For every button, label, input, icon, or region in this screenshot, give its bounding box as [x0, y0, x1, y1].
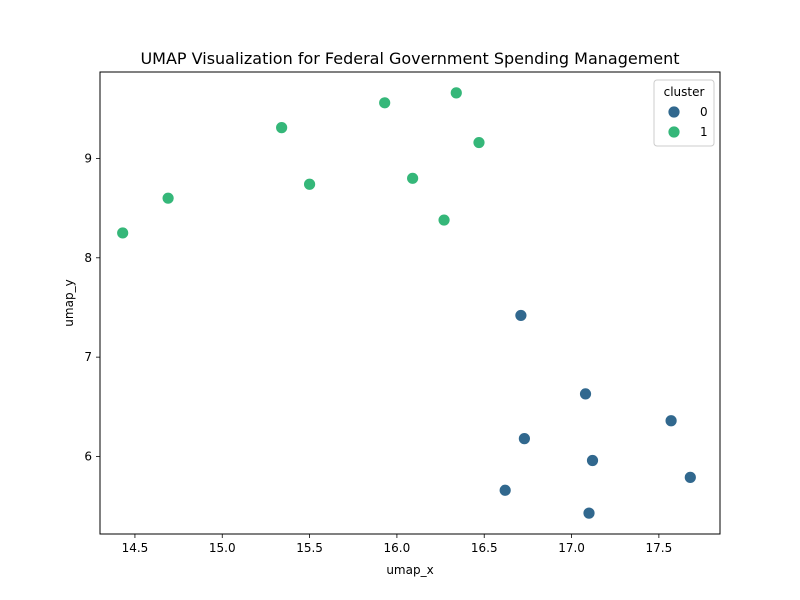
x-axis: 14.5 15.0 15.5 16.0 16.5 17.0 17.5	[122, 534, 673, 555]
points-layer	[116, 86, 697, 520]
legend-label-cluster-0: 0	[700, 105, 708, 119]
scatter-point-cluster-1-1	[378, 96, 392, 110]
scatter-point-cluster-0-2	[664, 414, 678, 428]
scatter-point-cluster-0-6	[498, 483, 512, 497]
scatter-point-cluster-1-3	[472, 136, 486, 149]
x-tick-label: 14.5	[122, 541, 149, 555]
x-tick-label: 16.0	[384, 541, 411, 555]
legend-label-cluster-1: 1	[700, 125, 708, 139]
y-tick-label: 6	[84, 450, 92, 464]
legend-marker-cluster-0	[667, 105, 681, 119]
y-axis: 6 7 8 9	[84, 151, 100, 464]
x-tick-label: 15.5	[296, 541, 323, 555]
scatter-point-cluster-0-7	[582, 506, 596, 520]
scatter-point-cluster-0-1	[579, 387, 592, 401]
scatter-point-cluster-1-0	[449, 86, 463, 100]
scatter-point-cluster-0-5	[683, 470, 697, 484]
x-tick-label: 17.5	[646, 541, 673, 555]
legend-title: cluster	[664, 85, 705, 99]
y-axis-label: umap_y	[62, 279, 76, 326]
legend: cluster 01	[653, 79, 715, 147]
scatter-point-cluster-0-3	[517, 432, 531, 446]
scatter-point-cluster-1-7	[437, 213, 451, 227]
y-tick-label: 7	[84, 350, 92, 364]
chart-title: UMAP Visualization for Federal Governmen…	[140, 49, 679, 68]
x-axis-label: umap_x	[386, 563, 433, 577]
x-tick-label: 17.0	[558, 541, 585, 555]
y-tick-label: 8	[84, 251, 92, 265]
legend-entries: 01	[667, 105, 708, 139]
scatter-point-cluster-1-4	[406, 171, 420, 185]
y-tick-label: 9	[84, 151, 92, 165]
plot-frame	[99, 71, 721, 535]
scatter-point-cluster-1-5	[303, 177, 316, 191]
scatter-point-cluster-1-8	[116, 226, 130, 240]
x-tick-label: 16.5	[471, 541, 498, 555]
scatter-point-cluster-1-6	[161, 191, 175, 205]
scatter-point-cluster-1-2	[275, 121, 289, 135]
scatter-point-cluster-0-4	[586, 454, 599, 467]
legend-marker-cluster-1	[667, 125, 681, 139]
x-tick-label: 15.0	[209, 541, 236, 555]
scatter-point-cluster-0-0	[514, 309, 528, 322]
